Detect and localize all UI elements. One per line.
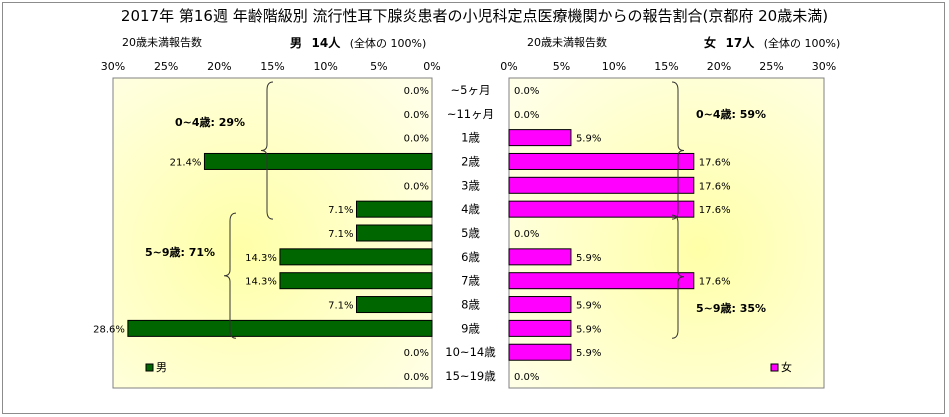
female-value-label: 5.9% <box>576 324 601 335</box>
left-brace-5-9 <box>223 212 237 339</box>
female-value-label: 5.9% <box>576 134 601 145</box>
female-bar <box>508 200 695 218</box>
right-x-tick-label: 25% <box>759 60 783 73</box>
left-annotation-5-9: 5~9歳: 71% <box>145 245 215 259</box>
male-value-label: 7.1% <box>328 301 353 312</box>
age-category-label: 3歳 <box>461 178 480 192</box>
female-value-label: 5.9% <box>576 348 601 359</box>
age-category-label: 6歳 <box>461 250 480 264</box>
age-category-label: 7歳 <box>461 274 480 288</box>
age-category-label: 2歳 <box>461 154 480 168</box>
left-report-label: 20歳未満報告数 <box>122 36 202 49</box>
left-x-tick-label: 10% <box>313 60 337 73</box>
female-legend-label: 女 <box>781 360 792 374</box>
male-value-label: 14.3% <box>245 277 277 288</box>
left-x-tick-label: 15% <box>260 60 284 73</box>
male-value-label: 0.0% <box>404 110 429 121</box>
left-count: 14人 <box>311 36 341 50</box>
female-bar <box>508 272 695 290</box>
right-plot-area <box>508 77 825 389</box>
male-bar <box>356 200 433 218</box>
male-value-label: 0.0% <box>404 134 429 145</box>
right-report-label: 20歳未満報告数 <box>527 36 607 49</box>
female-value-label: 17.6% <box>699 277 731 288</box>
male-value-label: 0.0% <box>404 86 429 97</box>
age-category-label: 8歳 <box>461 298 480 312</box>
female-value-label: 17.6% <box>699 181 731 192</box>
age-category-label: ~11ヶ月 <box>447 107 494 121</box>
age-category-label: 4歳 <box>461 202 480 216</box>
male-legend-label: 男 <box>156 361 167 374</box>
right-x-tick-label: 0% <box>500 60 517 73</box>
female-bar <box>508 248 572 266</box>
right-annotation-0-4: 0~4歳: 59% <box>696 107 766 121</box>
right-brace-5-9 <box>671 214 685 339</box>
right-x-tick-label: 20% <box>707 60 731 73</box>
male-bar <box>279 272 433 290</box>
female-value-label: 5.9% <box>576 253 601 264</box>
male-legend-swatch <box>145 363 154 372</box>
left-x-tick-label: 20% <box>207 60 231 73</box>
female-value-label: 0.0% <box>514 86 539 97</box>
age-category-label: 15~19歳 <box>445 369 496 383</box>
female-value-label: 0.0% <box>514 229 539 240</box>
left-x-tick-label: 5% <box>370 60 387 73</box>
age-category-label: 10~14歳 <box>445 345 496 359</box>
male-value-label: 0.0% <box>404 372 429 383</box>
female-legend-swatch <box>770 363 779 372</box>
left-gender-count: 男 14人 (全体の 100%) <box>290 34 426 51</box>
left-brace-0-4 <box>260 81 274 220</box>
male-bar <box>127 319 433 337</box>
female-bar <box>508 296 572 314</box>
male-bar <box>203 152 433 170</box>
female-value-label: 5.9% <box>576 301 601 312</box>
age-category-label: 9歳 <box>461 321 480 335</box>
female-bar <box>508 319 572 337</box>
female-value-label: 0.0% <box>514 110 539 121</box>
right-x-tick-label: 30% <box>812 60 836 73</box>
female-value-label: 0.0% <box>514 372 539 383</box>
left-annotation-0-4: 0~4歳: 29% <box>175 115 245 129</box>
left-x-tick-label: 25% <box>154 60 178 73</box>
left-gender: 男 <box>290 36 303 50</box>
right-x-tick-label: 10% <box>602 60 626 73</box>
female-bar <box>508 152 695 170</box>
right-total: (全体の 100%) <box>763 37 841 50</box>
female-bar <box>508 129 572 147</box>
male-bar <box>356 224 433 242</box>
age-category-label: 5歳 <box>461 226 480 240</box>
right-annotation-5-9: 5~9歳: 35% <box>696 301 766 315</box>
male-value-label: 0.0% <box>404 348 429 359</box>
age-category-label: ~5ヶ月 <box>451 83 491 97</box>
male-value-label: 14.3% <box>245 253 277 264</box>
female-value-label: 17.6% <box>699 157 731 168</box>
male-bar <box>356 296 433 314</box>
male-bar <box>279 248 433 266</box>
age-category-label: 1歳 <box>461 131 480 145</box>
chart-title: 2017年 第16週 年齢階級別 流行性耳下腺炎患者の小児科定点医療機関からの報… <box>120 7 829 25</box>
female-bar <box>508 343 572 361</box>
right-x-tick-label: 5% <box>553 60 570 73</box>
male-value-label: 21.4% <box>170 157 202 168</box>
male-value-label: 0.0% <box>404 181 429 192</box>
right-gender-count: 女 17人 (全体の 100%) <box>704 34 840 51</box>
female-value-label: 17.6% <box>699 205 731 216</box>
male-value-label: 28.6% <box>93 324 125 335</box>
left-x-tick-label: 0% <box>423 60 440 73</box>
right-x-tick-label: 15% <box>654 60 678 73</box>
female-bar <box>508 176 695 194</box>
right-count: 17人 <box>725 36 755 50</box>
male-value-label: 7.1% <box>328 205 353 216</box>
male-value-label: 7.1% <box>328 229 353 240</box>
left-total: (全体の 100%) <box>349 37 427 50</box>
right-brace-0-4 <box>671 81 685 220</box>
left-x-tick-label: 30% <box>101 60 125 73</box>
right-gender: 女 <box>704 36 717 50</box>
